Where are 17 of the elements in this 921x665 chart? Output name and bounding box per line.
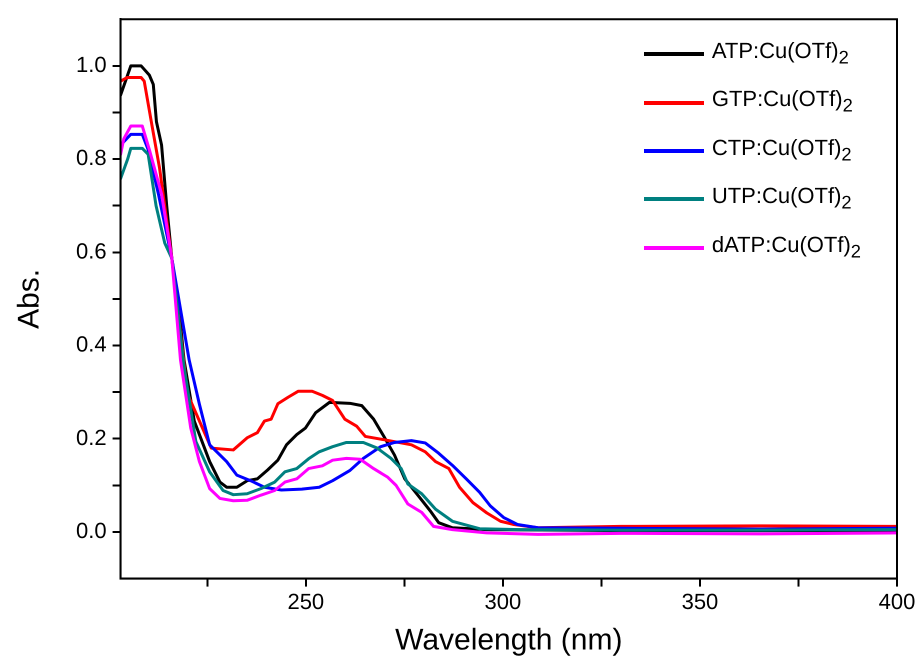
y-tick-label: 1.0 <box>76 52 107 77</box>
x-tick-label: 400 <box>878 588 916 614</box>
x-axis-title: Wavelength (nm) <box>395 623 622 656</box>
x-tick-label: 300 <box>484 588 522 614</box>
y-tick-label: 0.2 <box>76 424 107 450</box>
y-tick-label: 0.4 <box>76 332 107 357</box>
y-tick-label: 0.0 <box>76 518 107 544</box>
y-tick-label: 0.6 <box>76 238 107 264</box>
legend-label: GTP:Cu(OTf)$_{2}$ <box>712 85 853 118</box>
legend-label: ATP:Cu(OTf)$_{2}$ <box>712 37 849 70</box>
y-axis-title: Abs. <box>12 268 46 329</box>
x-tick-label: 350 <box>682 588 718 614</box>
legend-label: dATP:Cu(OTf)$_{2}$ <box>712 230 861 263</box>
legend-label: CTP:Cu(OTf)$_{2}$ <box>712 134 852 166</box>
x-tick-label: 250 <box>287 588 324 614</box>
legend-label: UTP:Cu(OTf)$_{2}$ <box>712 182 852 215</box>
y-tick-label: 0.8 <box>76 145 107 170</box>
